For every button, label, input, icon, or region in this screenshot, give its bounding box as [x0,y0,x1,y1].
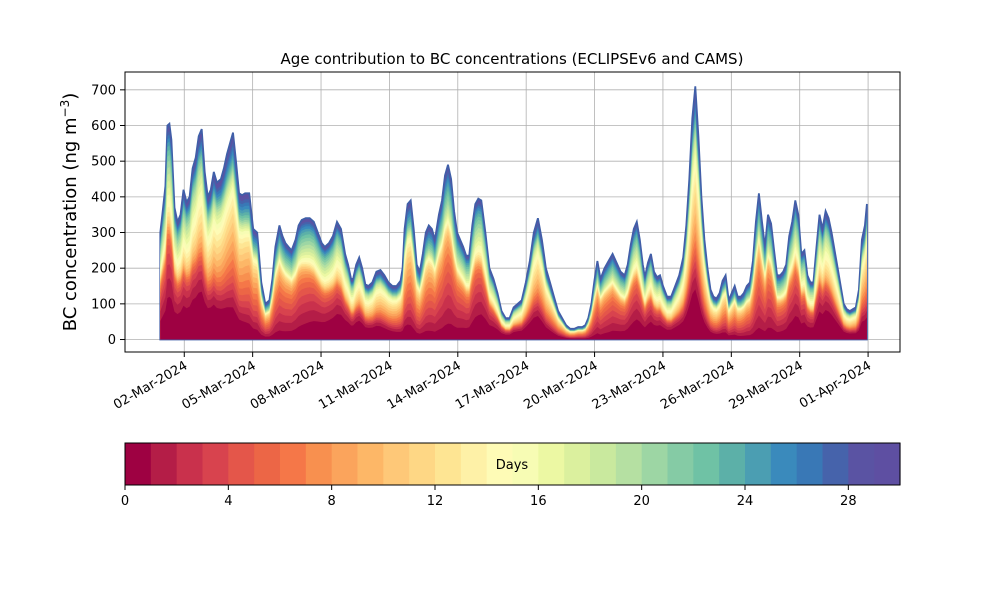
colorbar-segment [383,443,410,485]
y-tick-label: 200 [91,262,116,277]
colorbar-segment [538,443,565,485]
x-tick-label: 02-Mar-2024 [111,358,190,412]
colorbar-ticks: 0 4 8 12 16 20 24 28 [121,485,857,509]
colorbar-segment [874,443,901,485]
colorbar-segment [228,443,255,485]
colorbar-tick-label: 20 [633,494,650,509]
x-axis-ticks: 02-Mar-202405-Mar-202408-Mar-202411-Mar-… [111,352,874,413]
x-tick-label: 20-Mar-2024 [521,358,600,412]
colorbar-segment [564,443,591,485]
colorbar-segment [486,443,514,485]
colorbar-label: Days [496,458,529,473]
colorbar-segment [667,443,694,485]
y-tick-label: 600 [91,119,116,134]
colorbar-segment [822,443,849,485]
colorbar-segment [331,443,359,485]
colorbar-tick-label: 16 [530,494,547,509]
colorbar-tick-label: 8 [328,494,336,509]
colorbar-segment [202,443,229,485]
colorbar-tick-label: 4 [224,494,232,509]
colorbar-segment [280,443,307,485]
colorbar-segment [460,443,488,485]
colorbar-segment [693,443,720,485]
y-axis-label-close: ) [60,93,81,100]
colorbar-segment [357,443,384,485]
x-tick-label: 05-Mar-2024 [180,358,259,412]
colorbar-tick-label: 24 [737,494,754,509]
colorbar-segment [770,443,798,485]
x-tick-label: 17-Mar-2024 [453,358,532,412]
colorbar-segment [125,443,152,485]
colorbar-tick-label: 0 [121,494,129,509]
y-axis-label: BC concentration (ng m−3) [58,93,81,332]
y-tick-label: 700 [91,83,116,98]
y-tick-label: 300 [91,226,116,241]
y-axis-ticks: 0 100 200 300 400 500 600 700 [91,83,125,348]
plot-frame [124,71,901,353]
chart-title: Age contribution to BC concentrations (E… [281,50,744,68]
x-tick-label: 29-Mar-2024 [727,358,806,412]
colorbar-frame [124,442,901,486]
x-tick-label: 14-Mar-2024 [385,358,464,412]
colorbar-tick-label: 12 [427,494,444,509]
x-tick-label: 01-Apr-2024 [797,358,874,411]
age-band-area [160,289,867,340]
y-axis-label-exponent: −3 [58,100,72,118]
colorbar-segment [745,443,772,485]
colorbar-segment [641,443,669,485]
colorbar [125,443,901,485]
colorbar-segment [512,443,539,485]
colorbar-segment [719,443,746,485]
x-tick-label: 11-Mar-2024 [316,358,395,412]
colorbar-segment [435,443,462,485]
colorbar-segment [796,443,824,485]
colorbar-tick-label: 28 [840,494,857,509]
colorbar-segment [176,443,204,485]
x-tick-label: 08-Mar-2024 [248,358,327,412]
y-tick-label: 0 [108,333,116,348]
age-contribution-areas [159,86,868,341]
x-tick-label: 26-Mar-2024 [658,358,737,412]
colorbar-segment [254,443,281,485]
y-tick-label: 100 [91,297,116,312]
y-tick-label: 500 [91,155,116,170]
colorbar-segment [615,443,643,485]
y-tick-label: 400 [91,190,116,205]
y-axis-label-text: BC concentration (ng m [60,117,81,331]
colorbar-segment [590,443,617,485]
colorbar-segment [409,443,436,485]
x-tick-label: 23-Mar-2024 [590,358,669,412]
colorbar-segment [305,443,333,485]
colorbar-segment [848,443,875,485]
colorbar-segment [150,443,178,485]
